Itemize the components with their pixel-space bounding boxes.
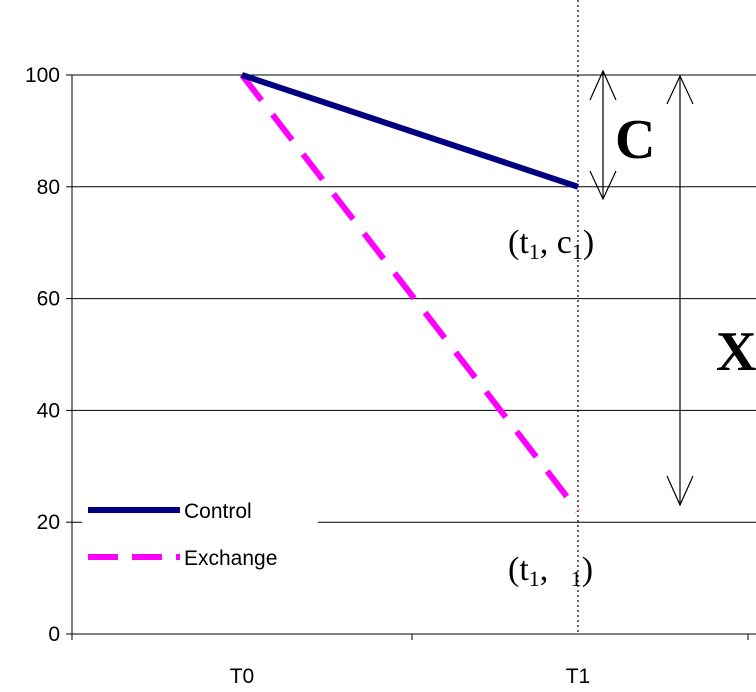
x-label: X [716,321,756,383]
x-tick-label: T0 [230,665,255,688]
series-line-exchange [239,73,581,513]
x-arrow-head-bottom [666,475,694,507]
axis-layer: 0 20 40 60 80 100 T0 T1 [25,64,756,688]
y-tick-label: 20 [37,511,60,534]
y-tick-label: 40 [37,399,60,422]
annotation-c: C [589,69,655,201]
legend: Control Exchange [82,492,318,580]
series-line-control [241,72,579,190]
point-label-c1: (t1, c1) [508,224,594,264]
c-arrow-head-top [589,69,617,101]
legend-label-exchange: Exchange [184,547,277,570]
annotation-x: X [666,74,756,507]
grid-layer [72,0,756,634]
c-label: C [615,109,655,171]
legend-box [82,492,318,580]
x-arrow-head-top [666,74,694,105]
y-tick-label: 80 [37,176,60,199]
y-tick-label: 0 [48,623,60,646]
c-arrow-head-bottom [589,170,617,201]
x-tick-label: T1 [566,665,591,688]
point-label-x1: (t1, 1) [508,551,593,591]
y-tick-label: 60 [37,288,60,311]
legend-label-control: Control [184,500,252,523]
y-tick-label: 100 [25,64,60,87]
series-layer [239,72,581,513]
